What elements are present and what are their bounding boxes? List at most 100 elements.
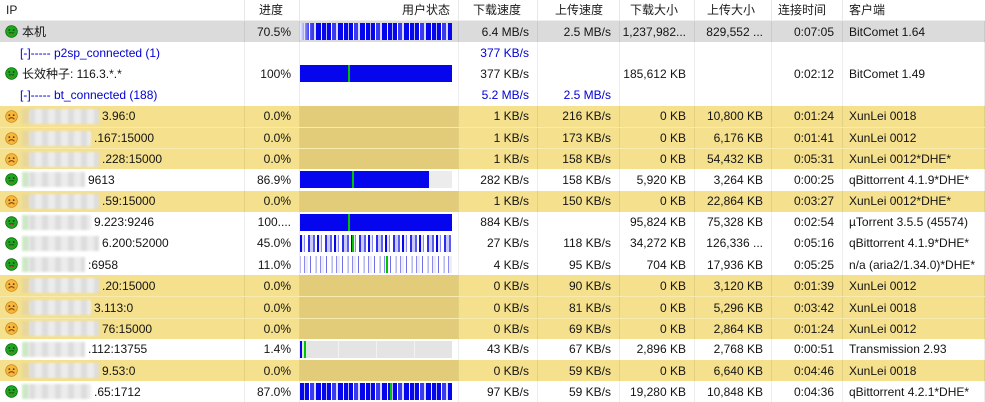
- column-header-ulsize[interactable]: 上传大小: [695, 0, 772, 20]
- user-status-cell: [300, 318, 459, 339]
- user-status-cell: [300, 84, 459, 106]
- ip-label: :6958: [88, 257, 119, 272]
- table-row[interactable]: [-]----- bt_connected (188) 5.2 MB/s 2.5…: [0, 84, 985, 106]
- progress-value: 0.0%: [263, 194, 291, 209]
- column-header-label: 客户端: [849, 2, 886, 17]
- column-header-progress[interactable]: 进度: [245, 0, 300, 20]
- download-speed-value: 884 KB/s: [480, 215, 529, 230]
- upload-size-value: 3,120 KB: [713, 278, 763, 293]
- ip-label: [-]----- p2sp_connected (1): [20, 45, 161, 60]
- progress-value: 86.9%: [256, 172, 291, 187]
- upload-size-value: 3,264 KB: [713, 172, 763, 187]
- download-speed-cell: 27 KB/s: [459, 232, 538, 255]
- connect-time-value: 0:01:39: [793, 278, 834, 293]
- table-row[interactable]: .167:15000 0.0% 1 KB/s 173 KB/s 0 KB 6,1…: [0, 126, 985, 149]
- upload-speed-value: 59 KB/s: [568, 363, 611, 378]
- ip-label: .65:1712: [94, 384, 141, 399]
- ip-cell: 6.200:52000: [0, 232, 245, 255]
- upload-size-cell: 6,176 KB: [695, 127, 772, 149]
- ip-label: .59:15000: [102, 194, 156, 209]
- upload-speed-cell: 2.5 MB/s: [538, 84, 620, 106]
- connect-time-value: 0:07:05: [793, 24, 834, 39]
- download-size-value: 0 KB: [659, 194, 686, 209]
- upload-size-value: 126,336 ...: [706, 236, 763, 251]
- ip-redacted-blur: [29, 363, 99, 379]
- column-header-ip[interactable]: IP: [0, 0, 245, 20]
- column-header-label: 进度: [258, 2, 283, 17]
- download-speed-cell: 1 KB/s: [459, 149, 538, 170]
- upload-speed-cell: 67 KB/s: [538, 338, 620, 360]
- table-row[interactable]: 3.113:0 0.0% 0 KB/s 81 KB/s 0 KB 5,296 K…: [0, 296, 985, 318]
- user-status-cell: [300, 360, 459, 382]
- table-row[interactable]: 长效种子: 116.3.*.* 100% 377 KB/s 185,612 KB…: [0, 63, 985, 85]
- download-position-marker: [352, 171, 355, 189]
- table-row[interactable]: 9613 86.9% 282 KB/s 158 KB/s 5,920 KB 3,…: [0, 169, 985, 191]
- client-cell: qBittorrent 4.2.1*DHE*: [843, 381, 985, 402]
- table-row[interactable]: 本机 70.5% 6.4 MB/s 2.5 MB/s 1,237,982... …: [0, 21, 985, 43]
- ip-redact-edge: [22, 384, 29, 400]
- table-row[interactable]: 9.53:0 0.0% 0 KB/s 59 KB/s 0 KB 6,640 KB…: [0, 360, 985, 382]
- column-header-dlsize[interactable]: 下载大小: [620, 0, 695, 20]
- user-status-cell: [300, 232, 459, 255]
- table-row[interactable]: 3.96:0 0.0% 1 KB/s 216 KB/s 0 KB 10,800 …: [0, 105, 985, 127]
- availability-bar: [300, 23, 452, 41]
- table-row[interactable]: :6958 11.0% 4 KB/s 95 KB/s 704 KB 17,936…: [0, 254, 985, 276]
- table-row[interactable]: .228:15000 0.0% 1 KB/s 158 KB/s 0 KB 54,…: [0, 148, 985, 170]
- download-size-value: 0 KB: [659, 131, 686, 146]
- upload-size-cell: 10,800 KB: [695, 105, 772, 127]
- client-value: XunLei 0012: [849, 131, 917, 146]
- availability-bar: [300, 340, 452, 358]
- download-speed-value: 4 KB/s: [493, 257, 529, 272]
- download-size-cell: 34,272 KB: [620, 232, 695, 255]
- column-header-dlspeed[interactable]: 下载速度: [459, 0, 538, 20]
- connect-time-cell: 0:01:24: [772, 105, 843, 127]
- download-size-cell: 2,896 KB: [620, 338, 695, 360]
- ip-redacted-blur: [29, 151, 99, 167]
- upload-size-cell: 829,552 ...: [695, 21, 772, 43]
- table-row[interactable]: 9.223:9246 100.... 884 KB/s 95,824 KB 75…: [0, 211, 985, 233]
- download-speed-cell: 0 KB/s: [459, 297, 538, 318]
- download-speed-value: 6.4 MB/s: [481, 24, 529, 39]
- table-row[interactable]: 6.200:52000 45.0% 27 KB/s 118 KB/s 34,27…: [0, 232, 985, 255]
- column-header-status[interactable]: 用户状态: [300, 0, 459, 20]
- table-row[interactable]: .65:1712 87.0% 97 KB/s 59 KB/s 19,280 KB…: [0, 381, 985, 402]
- ip-cell: :6958: [0, 254, 245, 276]
- download-speed-value: 1 KB/s: [493, 109, 529, 124]
- download-speed-value: 282 KB/s: [480, 172, 529, 187]
- upload-speed-value: 95 KB/s: [568, 257, 611, 272]
- upload-speed-cell: 118 KB/s: [538, 232, 620, 255]
- client-cell: BitComet 1.49: [843, 63, 985, 85]
- client-value: µTorrent 3.5.5 (45574): [849, 215, 968, 230]
- progress-value: 45.0%: [256, 236, 291, 251]
- table-row[interactable]: [-]----- p2sp_connected (1) 377 KB/s: [0, 42, 985, 64]
- table-row[interactable]: .112:13755 1.4% 43 KB/s 67 KB/s 2,896 KB…: [0, 338, 985, 360]
- download-speed-value: 1 KB/s: [493, 194, 529, 209]
- download-size-value: 0 KB: [659, 278, 686, 293]
- progress-value: 0.0%: [263, 278, 291, 293]
- progress-cell: 0.0%: [245, 149, 300, 170]
- column-header-time[interactable]: 连接时间: [772, 0, 843, 20]
- ip-label: 9.223:9246: [94, 215, 155, 230]
- download-position-marker: [352, 234, 355, 252]
- table-row[interactable]: .59:15000 0.0% 1 KB/s 150 KB/s 0 KB 22,8…: [0, 190, 985, 212]
- column-header-client[interactable]: 客户端: [843, 0, 985, 20]
- upload-speed-value: 158 KB/s: [562, 152, 611, 167]
- peer-sad-icon: [5, 110, 18, 123]
- ip-redact-edge: [22, 235, 29, 251]
- ip-cell: .59:15000: [0, 190, 245, 212]
- column-header-label: IP: [6, 2, 18, 17]
- client-value: BitComet 1.64: [849, 24, 926, 39]
- user-status-cell: [300, 42, 459, 64]
- table-row[interactable]: 76:15000 0.0% 0 KB/s 69 KB/s 0 KB 2,864 …: [0, 317, 985, 339]
- availability-bar: [300, 256, 452, 274]
- column-header-ulspeed[interactable]: ˇ 上传速度: [538, 0, 620, 20]
- connect-time-cell: 0:03:42: [772, 297, 843, 318]
- availability-bar: [300, 234, 452, 252]
- upload-speed-cell: 95 KB/s: [538, 254, 620, 276]
- user-status-cell: [300, 127, 459, 149]
- user-status-cell: [300, 275, 459, 297]
- ip-cell: 9613: [0, 169, 245, 191]
- client-value: XunLei 0012*DHE*: [849, 152, 952, 167]
- client-cell: XunLei 0012*DHE*: [843, 190, 985, 212]
- table-row[interactable]: .20:15000 0.0% 0 KB/s 90 KB/s 0 KB 3,120…: [0, 275, 985, 297]
